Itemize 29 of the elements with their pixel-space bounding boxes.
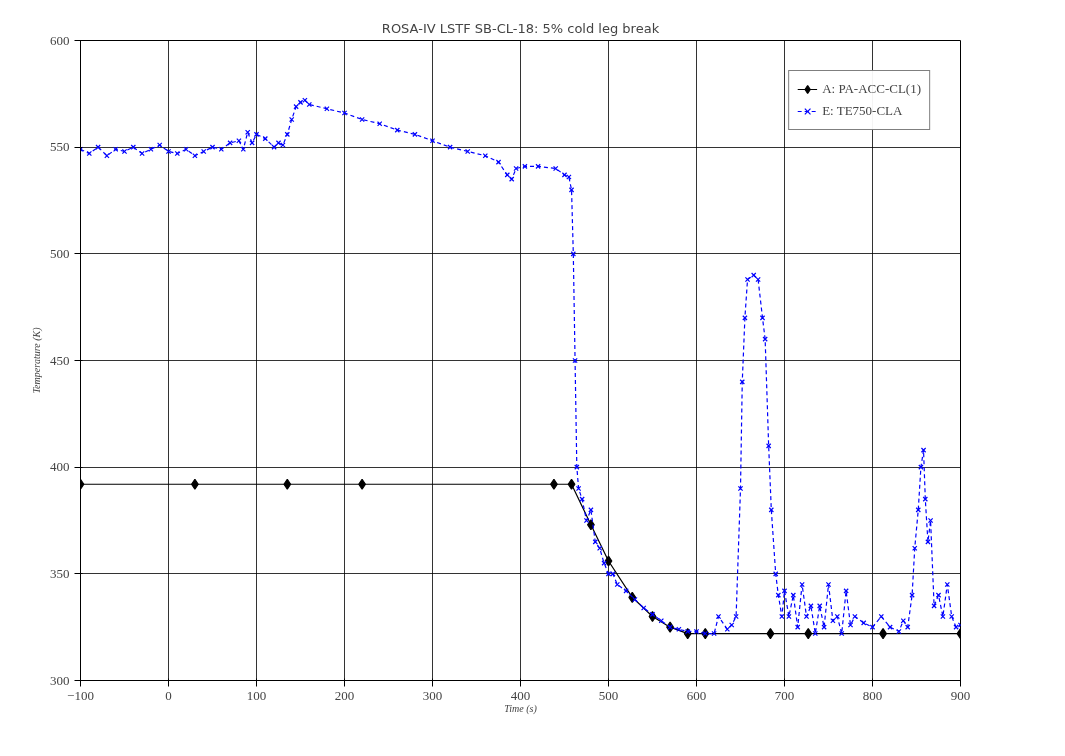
legend-label: A: PA-ACC-CL(1) — [822, 81, 921, 97]
x-tick-label: 100 — [246, 687, 267, 703]
y-tick-label: 600 — [50, 32, 70, 48]
x-axis-title: Time (s) — [504, 702, 538, 715]
point — [567, 478, 576, 490]
x-tick-label: 500 — [598, 687, 619, 703]
x-tick-label: 300 — [422, 687, 443, 703]
x-tick-label: 600 — [686, 687, 707, 703]
y-tick-label: 350 — [50, 565, 70, 581]
x-tick-label: −100 — [67, 687, 94, 703]
point — [586, 519, 595, 531]
point — [283, 478, 292, 490]
x-tick-label: 0 — [165, 687, 172, 703]
x-tick-label: 800 — [862, 687, 883, 703]
x-tick-label: 700 — [774, 687, 795, 703]
y-tick-label: 550 — [50, 139, 70, 155]
point — [358, 478, 367, 490]
x-tick-label: 400 — [510, 687, 531, 703]
y-tick-label: 500 — [50, 245, 70, 261]
legend-label: E: TE750-CLA — [822, 103, 903, 119]
point — [604, 555, 613, 567]
y-tick-label: 300 — [50, 672, 70, 688]
y-axis-title: Temperature (K) — [31, 326, 43, 394]
x-tick-label: 900 — [950, 687, 971, 703]
y-tick-label: 400 — [50, 459, 70, 475]
chart-title: ROSA-IV LSTF SB-CL-18: 5% cold leg break — [381, 20, 660, 36]
point — [190, 478, 199, 490]
x-tick-label: 200 — [334, 687, 355, 703]
y-tick-label: 450 — [50, 352, 70, 368]
